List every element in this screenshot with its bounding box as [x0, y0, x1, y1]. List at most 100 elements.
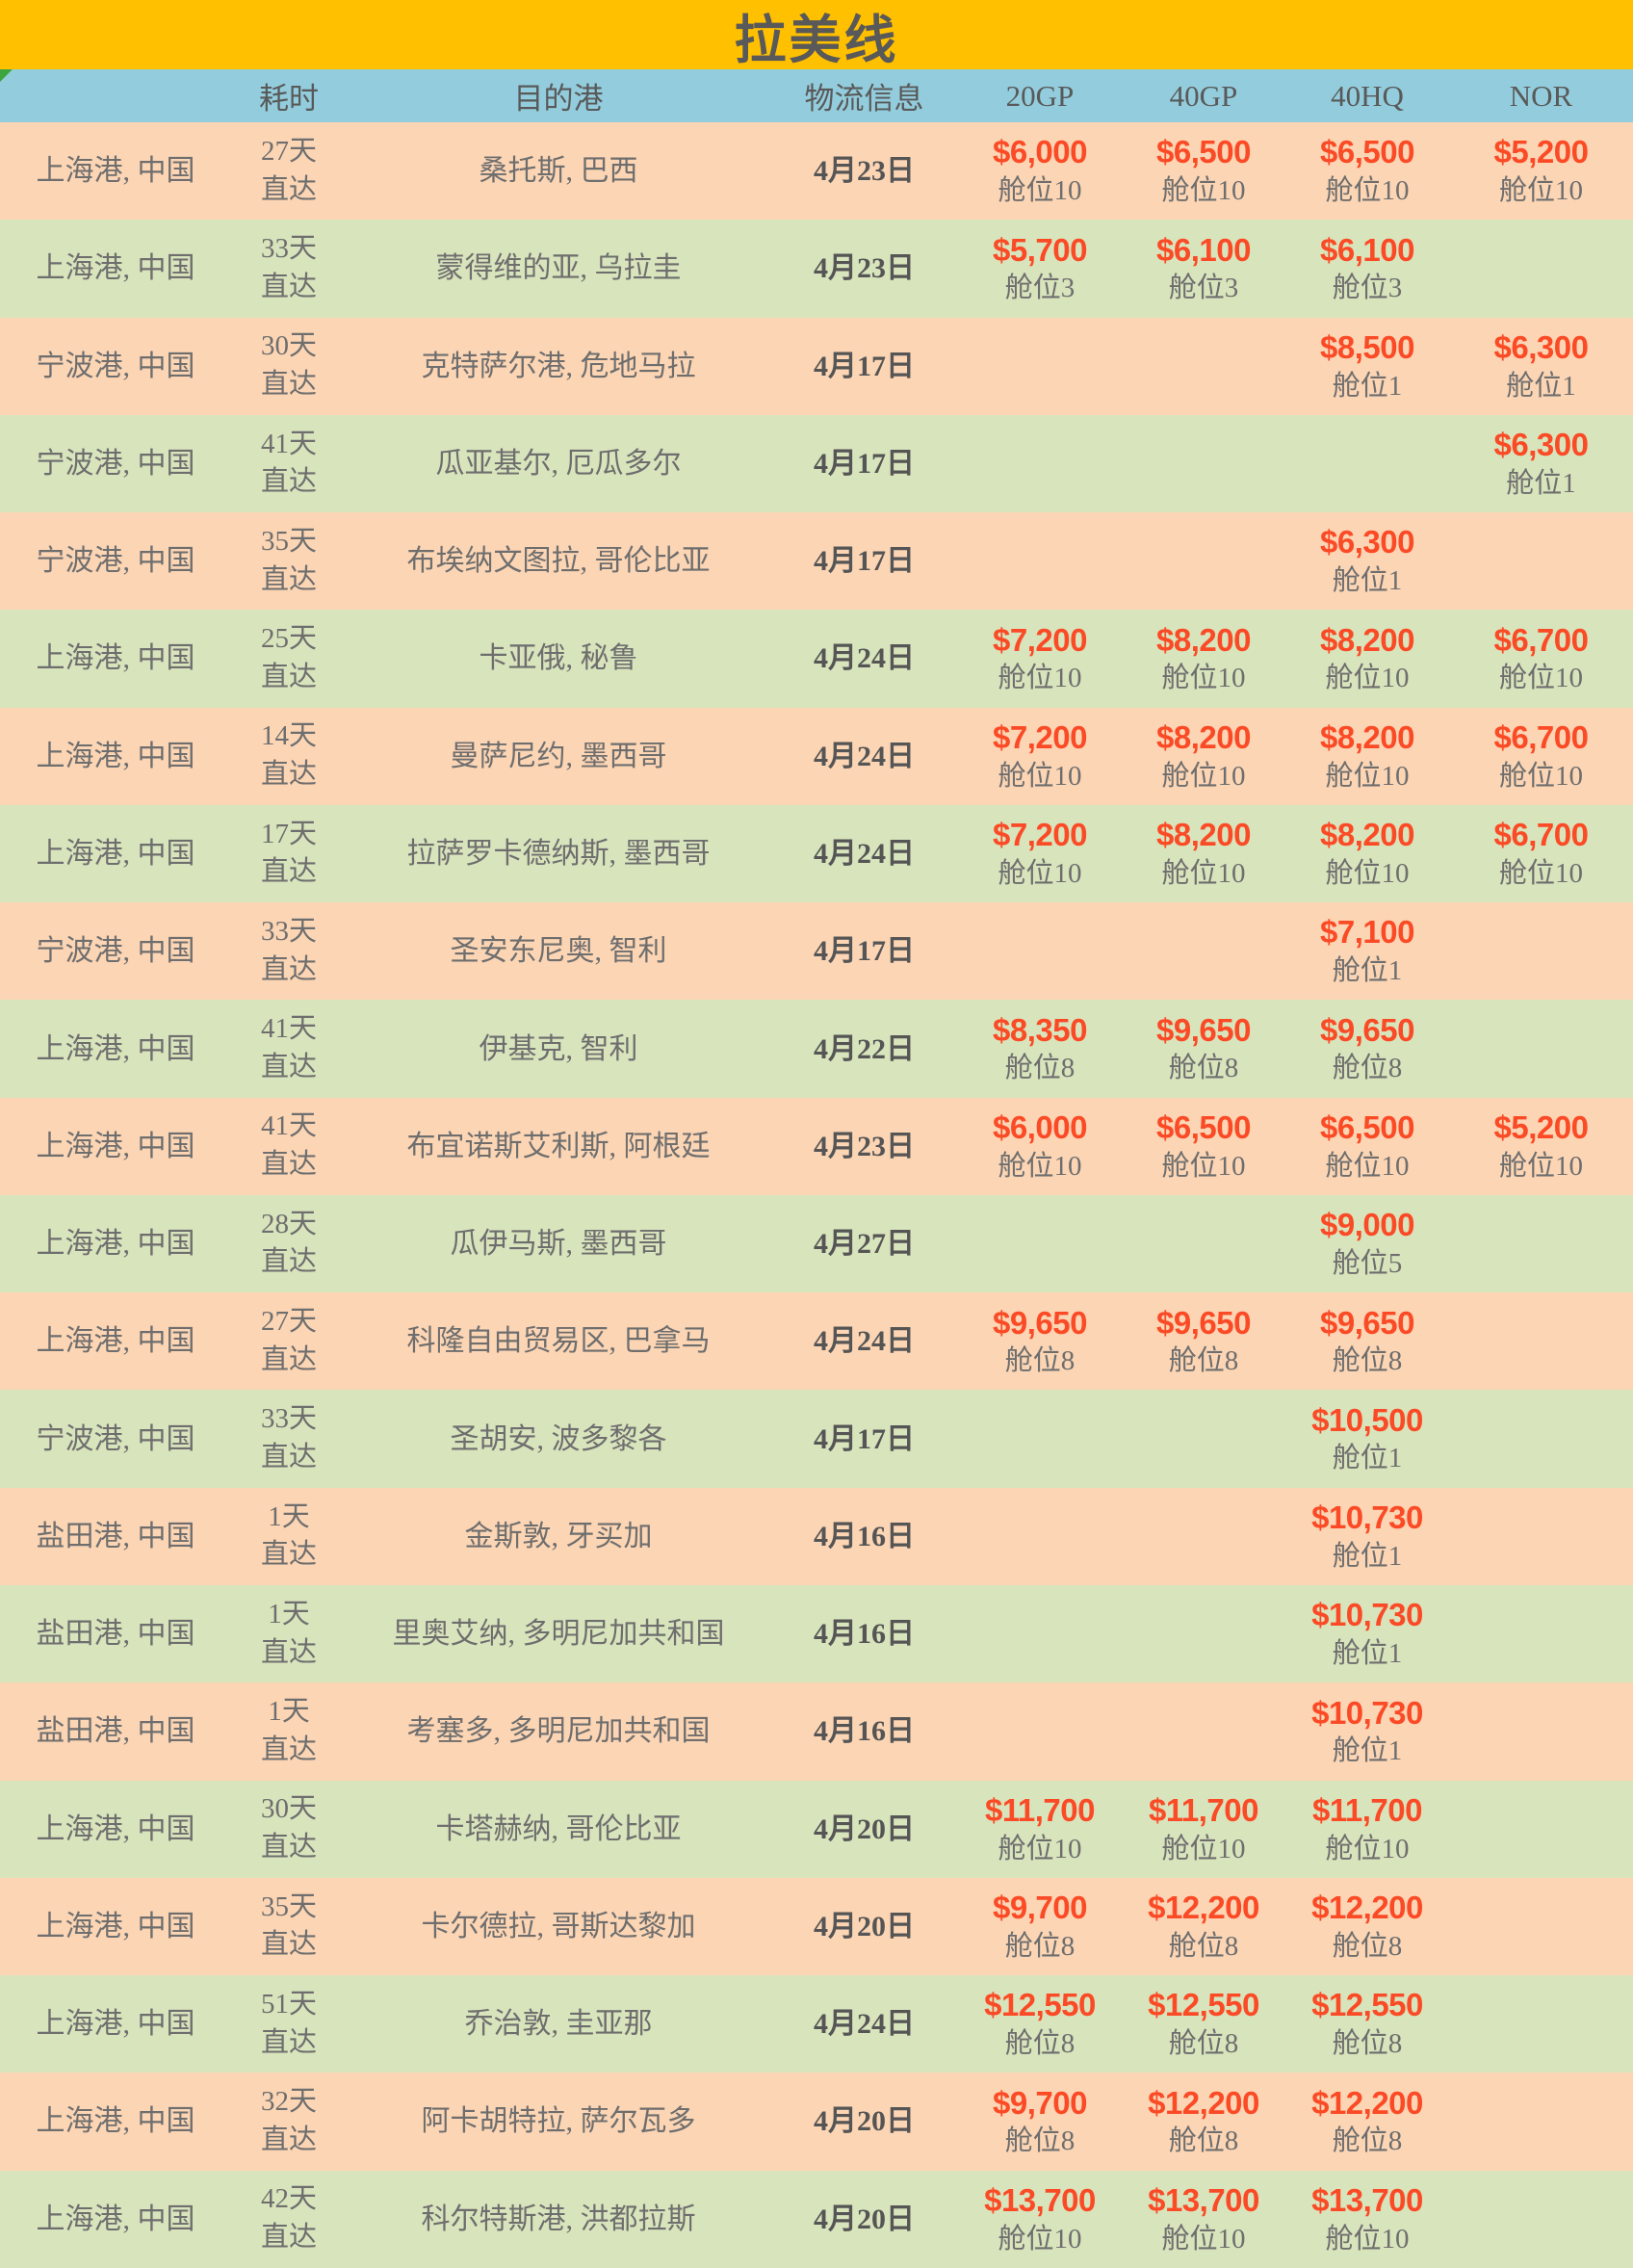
rate-cell-20gp: $11,700 舱位10 [958, 1781, 1122, 1878]
destination-port-cell: 布宜诺斯艾利斯, 阿根廷 [406, 1130, 711, 1162]
rate-cell-40gp: $8,200 舱位10 [1122, 708, 1285, 805]
rate-slots: 舱位10 [1325, 1150, 1410, 1182]
origin-port-cell: 宁波港, 中国 [36, 1422, 195, 1455]
destination-port-cell: 瓜伊马斯, 墨西哥 [450, 1228, 667, 1261]
table-row: 上海港, 中国 51天 直达 乔治敦, 圭亚那 4月24日 $12,550 舱位8 $12,5… [0, 1975, 1633, 2073]
rate-price: $8,200 [1156, 621, 1251, 658]
rate-cell-40hq: $13,700 舱位10 [1285, 2171, 1449, 2268]
rate-cell-nor [1449, 1000, 1633, 1097]
origin-port-cell: 盐田港, 中国 [36, 1618, 195, 1651]
rate-slots: 舱位8 [1332, 1345, 1403, 1377]
rate-cell-40hq: $12,550 舱位8 [1285, 1975, 1449, 2072]
rate-slots: 舱位10 [1161, 1833, 1246, 1864]
transit-type: 直达 [260, 271, 317, 302]
duration-cell: 32天直达 [231, 2072, 347, 2170]
transit-type: 直达 [260, 1343, 317, 1375]
rate-slots: 舱位1 [1332, 1443, 1403, 1474]
rate-slots: 舱位8 [1332, 2125, 1403, 2157]
rate-slots: 舱位8 [1004, 2028, 1076, 2060]
table-row: 上海港, 中国 25天 直达 卡亚俄, 秘鲁 4月24日 $7,200 舱位10 $8,200… [0, 610, 1633, 708]
rate-cell-40hq: $10,730 舱位1 [1285, 1682, 1449, 1780]
header-20gp: 20GP [1005, 78, 1075, 113]
table-row: 上海港, 中国 42天 直达 科尔特斯港, 洪都拉斯 4月20日 $13,700 舱位10 $… [0, 2170, 1633, 2268]
rate-cell-nor [1449, 1975, 1633, 2072]
corner-flag-icon [0, 69, 13, 82]
rate-price: $11,700 [1149, 1791, 1258, 1828]
rate-slots: 舱位8 [1168, 1930, 1239, 1962]
rate-price: $6,100 [1156, 231, 1251, 268]
rate-cell-20gp [958, 1585, 1122, 1682]
rate-cell-40hq: $8,200 舱位10 [1285, 610, 1449, 707]
duration-cell: 1天 直达 [231, 1682, 347, 1780]
table-body: 上海港, 中国 27天 直达 桑托斯, 巴西 4月23日 $6,000 舱位10 $6,500… [0, 122, 1633, 2268]
etd-date-cell: 4月20日 [770, 1878, 958, 1975]
etd-date: 4月20日 [814, 2105, 915, 2138]
rate-price: $8,200 [1156, 817, 1251, 853]
rate-price: $9,650 [1320, 1011, 1414, 1048]
rate-cell-40gp [1122, 1682, 1285, 1780]
header-destination: 目的港 [513, 82, 604, 116]
rate-slots: 舱位10 [1498, 1150, 1583, 1182]
duration-days: 14天 [260, 720, 317, 752]
rate-cell-nor: $6,700 舱位10 [1449, 610, 1633, 707]
rate-slots: 舱位8 [1004, 2125, 1076, 2157]
destination-port-cell: 瓜亚基尔, 厄瓜多尔 [435, 447, 682, 480]
duration-days: 28天 [260, 1208, 317, 1239]
rate-slots: 舱位8 [1332, 2028, 1403, 2060]
rate-slots: 舱位1 [1332, 565, 1403, 597]
transit-type: 直达 [260, 2124, 317, 2155]
etd-date: 4月20日 [814, 2203, 915, 2235]
rate-slots: 舱位1 [1332, 955, 1403, 987]
origin-port-cell: 上海港, 中国 [36, 642, 195, 675]
transit-type: 直达 [260, 369, 317, 401]
rate-cell-40gp: $9,650 舱位8 [1122, 1292, 1285, 1390]
duration-cell: 1天 直达 [231, 1488, 347, 1585]
table-row: 上海港, 中国 14天 直达 曼萨尼约, 墨西哥 4月24日 $7,200 舱位10 $8,2… [0, 707, 1633, 805]
rate-price: $11,700 [985, 1791, 1095, 1828]
duration-cell: 42天 直达 [231, 2171, 347, 2268]
etd-date-cell: 4月17日 [770, 902, 958, 1000]
rate-price: $9,650 [993, 1304, 1087, 1341]
rate-cell-nor [1449, 1585, 1633, 1682]
rate-slots: 舱位3 [1004, 273, 1076, 304]
rate-slots: 舱位10 [1498, 760, 1583, 792]
rate-price: $6,700 [1493, 817, 1589, 853]
rate-slots: 舱位10 [1325, 175, 1410, 207]
destination-port-cell: 科隆自由贸易区, 巴拿马 [406, 1325, 711, 1358]
rate-price: $10,730 [1311, 1694, 1423, 1731]
transit-type: 直达 [260, 1929, 317, 1961]
transit-type: 直达 [260, 1734, 317, 1765]
rate-cell-40gp: $12,550 舱位8 [1122, 1975, 1285, 2072]
rate-cell-40hq: $6,100 舱位3 [1285, 220, 1449, 317]
table-row: 上海港, 中国 27天 直达 科隆自由贸易区, 巴拿马 4月24日 $9,650 舱位8 $9… [0, 1292, 1633, 1391]
rate-slots: 舱位8 [1004, 1930, 1076, 1962]
rate-cell-nor: $6,300 舱位1 [1449, 318, 1633, 415]
duration-days: 32天 [260, 2086, 317, 2118]
rate-price: $6,500 [1320, 134, 1414, 170]
rate-cell-40gp [1122, 1195, 1285, 1292]
duration-days: 25天 [260, 623, 317, 655]
destination-port-cell: 伊基克, 智利 [479, 1032, 638, 1065]
rate-price: $13,700 [1148, 2181, 1259, 2218]
duration-days: 35天 [260, 1890, 317, 1922]
rate-slots: 舱位10 [998, 175, 1082, 207]
rate-cell-20gp: $9,650 舱位8 [958, 1292, 1122, 1390]
rate-price: $6,300 [1493, 328, 1589, 365]
rate-price: $8,200 [1320, 718, 1414, 755]
transit-type: 直达 [260, 661, 317, 692]
destination-port-cell: 乔治敦, 圭亚那 [464, 2008, 653, 2041]
duration-cell: 1天 直达 [231, 1585, 347, 1682]
rate-slots: 舱位10 [1161, 663, 1246, 694]
transit-type: 直达 [260, 173, 317, 205]
rate-cell-40hq: $7,100 舱位1 [1285, 902, 1449, 1000]
rate-price: $6,000 [993, 1109, 1087, 1146]
rate-price: $12,200 [1311, 2084, 1423, 2121]
etd-date-cell: 4月23日 [770, 220, 958, 317]
etd-date: 4月17日 [814, 1422, 915, 1455]
rate-cell-40gp: $9,650 舱位8 [1122, 1000, 1285, 1097]
origin-port-cell: 上海港, 中国 [36, 740, 195, 772]
rate-cell-20gp: $8,350 舱位8 [958, 1000, 1122, 1097]
rate-cell-nor [1449, 512, 1633, 610]
duration-days: 1天 [268, 1598, 310, 1629]
destination-port-cell: 蒙得维的亚, 乌拉圭 [435, 252, 682, 285]
